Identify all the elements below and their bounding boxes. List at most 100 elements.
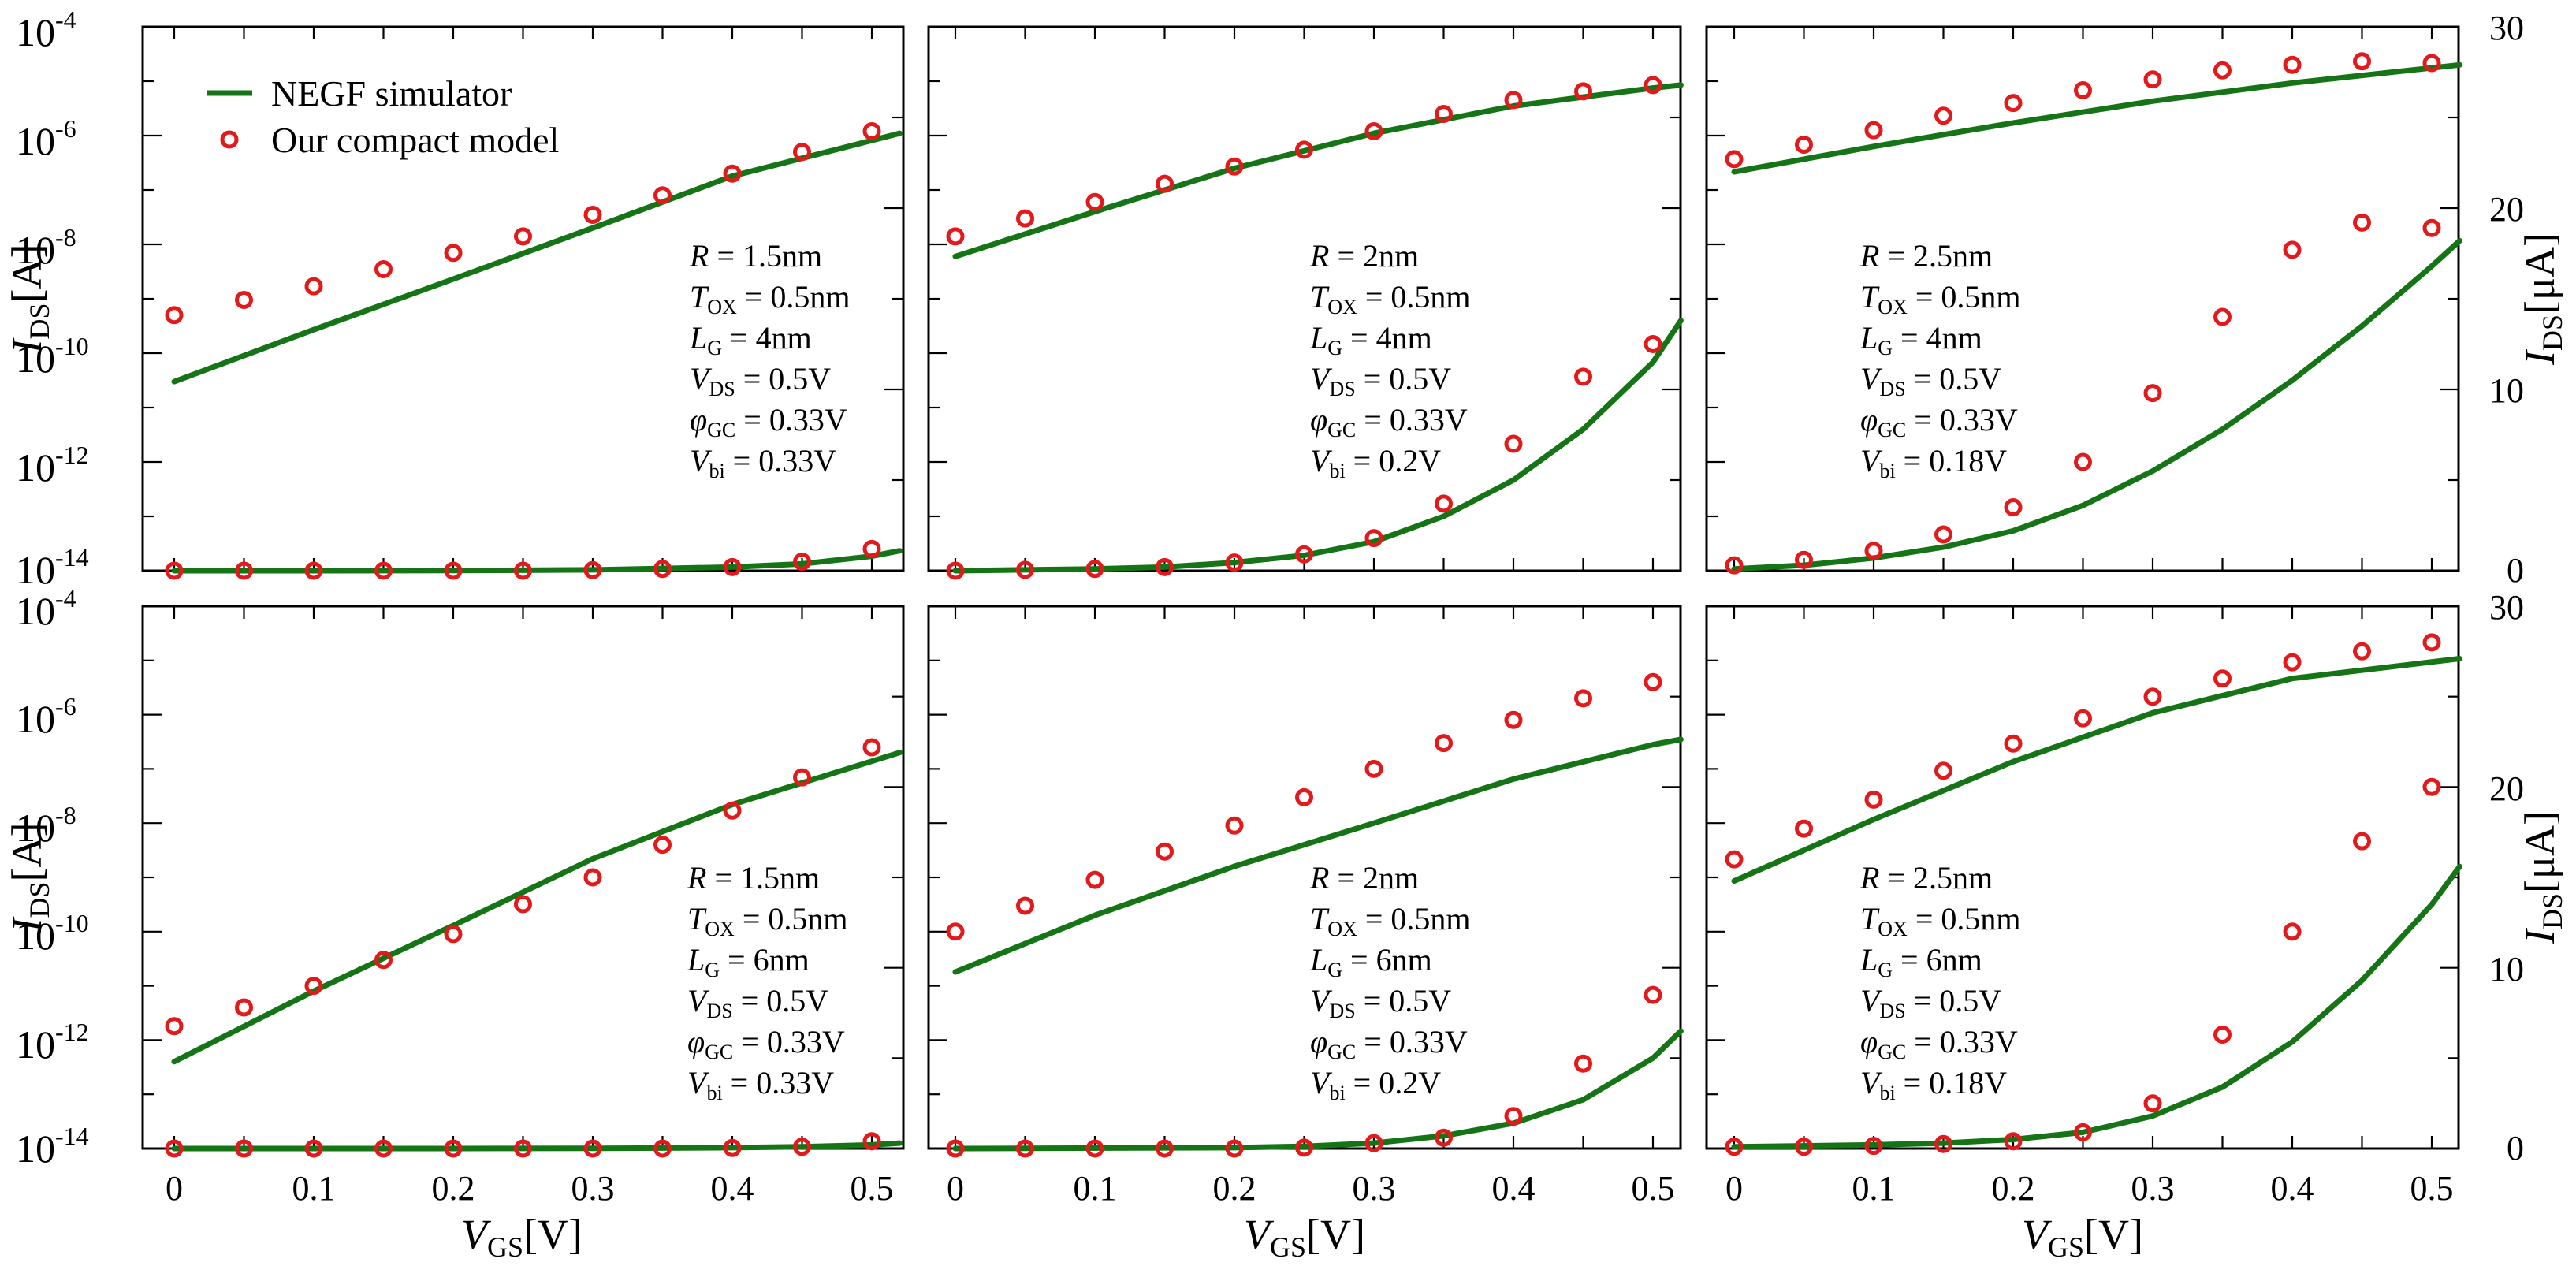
log-tick-label: 10-12 <box>16 441 89 490</box>
model-linear-point <box>2283 922 2302 941</box>
model-upper-point <box>1864 121 1883 140</box>
model-linear-point <box>1085 560 1104 579</box>
param-r: R = 1.5nm <box>687 860 820 896</box>
model-log-point <box>374 260 393 278</box>
panel-ticks <box>929 25 1681 572</box>
x-tick-label: 0 <box>947 1169 964 1208</box>
right-y-axis-title: IDS[μA] <box>2516 233 2568 366</box>
model-linear-point <box>653 560 672 579</box>
model-linear-point <box>1085 1139 1104 1158</box>
log-tick-label: 10-14 <box>16 543 89 592</box>
model-linear-point <box>1364 1134 1383 1152</box>
model-log-point <box>862 122 881 140</box>
model-linear-point <box>1435 1128 1453 1147</box>
left-axis-tick-labels-bottom: 10-4 10-6 10-8 10-10 10-12 10-14 <box>16 584 89 1171</box>
plot-layer <box>165 52 2462 1158</box>
model-linear-point <box>444 1139 463 1158</box>
x-tick-label: 0.2 <box>1992 1169 2035 1208</box>
x-axis-titles: VGS[V] VGS[V] VGS[V] <box>461 1211 2143 1263</box>
model-linear-point <box>2004 1132 2023 1151</box>
lin-tick-label: 30 <box>2489 9 2524 47</box>
model-linear-point <box>165 1139 184 1158</box>
model-log-point <box>1225 816 1244 835</box>
model-linear-point <box>1156 1139 1174 1158</box>
model-log-point <box>165 306 184 325</box>
model-log-point <box>1504 710 1523 729</box>
model-linear-point <box>1504 1107 1523 1126</box>
annotation-bottom-right: R = 2.5nm TOX = 0.5nm LG = 6nm VDS = 0.5… <box>1859 860 2021 1104</box>
x-tick-label: 0.4 <box>711 1169 754 1208</box>
negf-linear-curve <box>952 1028 1684 1152</box>
panel-ticks <box>1707 605 2459 1150</box>
left-axis-titles: IDS[A] IDS[A] <box>3 244 55 933</box>
model-log-point <box>1085 870 1104 889</box>
negf-log-curve <box>171 130 903 385</box>
model-linear-point <box>514 561 532 580</box>
x-tick-label: 0.5 <box>2410 1169 2454 1208</box>
model-log-point <box>374 951 393 970</box>
model-log-point <box>514 895 532 914</box>
model-upper-point <box>1934 761 1952 780</box>
model-upper-point <box>1795 819 1813 838</box>
model-log-point <box>862 738 881 757</box>
x-tick-label: 0.3 <box>2131 1169 2175 1208</box>
model-linear-point <box>653 1139 672 1158</box>
x-axis-tick-labels: 0 0.1 0.2 0.3 0.4 0.5 0 0.1 0.2 0.3 0.4 … <box>166 1169 2454 1208</box>
model-linear-point <box>1864 1137 1883 1156</box>
log-tick-label: 10-6 <box>16 692 76 741</box>
lin-tick-label: 10 <box>2489 371 2524 410</box>
right-axis-tick-labels-top: 30 20 10 0 <box>2489 9 2524 590</box>
model-log-point <box>583 868 602 887</box>
log-tick-label: 10-12 <box>16 1018 89 1067</box>
param-tox: TOX = 0.5nm <box>687 901 848 940</box>
model-log-point <box>793 143 811 162</box>
param-lg: LG = 6nm <box>1309 942 1432 981</box>
model-log-point <box>1504 91 1523 110</box>
model-linear-point <box>1574 1054 1592 1073</box>
model-log-point <box>723 801 742 820</box>
model-log-point <box>793 768 811 787</box>
annotation-bottom-middle: R = 2nm TOX = 0.5nm LG = 6nm VDS = 0.5V … <box>1309 860 1471 1104</box>
model-linear-point <box>1795 1138 1813 1156</box>
right-axis-tick-labels-bottom: 30 20 10 0 <box>2489 588 2524 1167</box>
model-log-point <box>1156 842 1174 861</box>
negf-log-curve <box>952 736 1684 975</box>
model-linear-point <box>165 561 184 580</box>
lin-tick-label: 20 <box>2489 190 2524 229</box>
model-linear-point <box>514 1139 532 1158</box>
left-y-axis-title: IDS[A] <box>3 244 55 355</box>
param-tox: TOX = 0.5nm <box>1310 279 1471 318</box>
model-linear-point <box>583 560 602 579</box>
log-tick-label: 10-6 <box>16 114 76 163</box>
model-log-point <box>235 291 253 309</box>
model-linear-point <box>235 561 253 580</box>
annotation-top-middle: R = 2nm TOX = 0.5nm LG = 4nm VDS = 0.5V … <box>1309 238 1471 482</box>
model-linear-point <box>1364 529 1383 548</box>
param-vbi: Vbi = 0.18V <box>1860 1065 2007 1104</box>
model-upper-point <box>2074 81 2092 99</box>
model-log-point <box>444 244 463 263</box>
param-tox: TOX = 0.5nm <box>1860 901 2021 940</box>
legend-line-label: NEGF simulator <box>271 73 512 114</box>
param-tox: TOX = 0.5nm <box>1310 901 1471 940</box>
model-linear-point <box>1225 1139 1244 1158</box>
model-log-point <box>1435 105 1453 123</box>
log-tick-label: 10-4 <box>16 584 76 633</box>
x-tick-label: 0.4 <box>1492 1169 1536 1208</box>
model-upper-point <box>2353 52 2371 71</box>
lin-tick-label: 30 <box>2489 588 2524 627</box>
panel-ticks <box>1707 25 2459 572</box>
x-tick-label: 0 <box>166 1169 183 1208</box>
model-upper-point <box>1795 136 1813 154</box>
model-linear-point <box>1574 367 1592 386</box>
legend-marker-label: Our compact model <box>271 120 559 160</box>
model-log-point <box>1574 689 1592 708</box>
model-linear-point <box>1435 494 1453 513</box>
model-upper-point <box>2213 61 2232 80</box>
model-linear-point <box>1725 1138 1744 1156</box>
model-linear-point <box>862 539 881 558</box>
model-linear-point <box>304 561 323 580</box>
param-lg: LG = 6nm <box>1859 942 1982 981</box>
model-linear-point <box>946 561 965 580</box>
